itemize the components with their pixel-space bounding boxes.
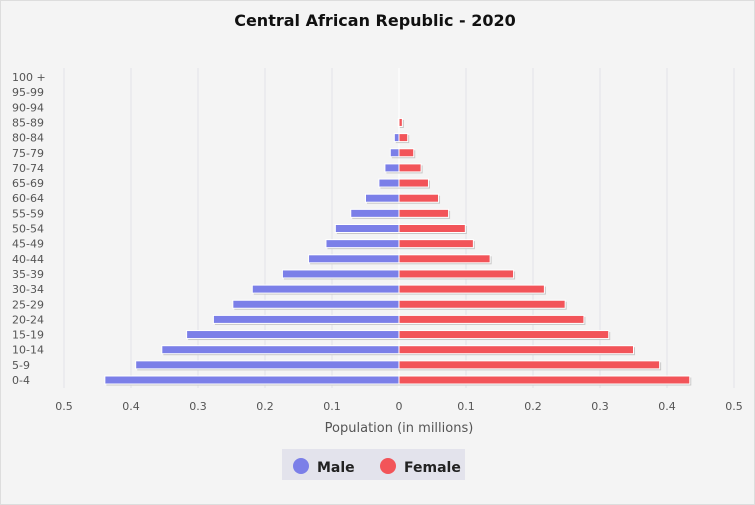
- female-bar-20-24: [398, 314, 585, 324]
- female-bar-50-54: [398, 224, 466, 233]
- y-tick-label: 5-9: [12, 359, 30, 372]
- y-tick-label: 70-74: [12, 162, 44, 175]
- female-bar-15-19: [398, 330, 610, 340]
- legend-marker-male: [293, 458, 309, 474]
- female-bar-30-34: [398, 284, 545, 294]
- legend-label-male: Male: [317, 460, 355, 476]
- y-tick-label: 20-24: [12, 313, 44, 326]
- y-tick-label: 35-39: [12, 268, 44, 281]
- y-tick-label: 80-84: [12, 132, 44, 145]
- male-bar-5-9: [135, 360, 400, 370]
- y-tick-label: 85-89: [12, 116, 44, 129]
- female-bar-35-39: [398, 269, 515, 279]
- female-bar-10-14: [398, 345, 634, 355]
- x-tick-label: 0: [396, 400, 403, 413]
- y-tick-label: 15-19: [12, 329, 44, 342]
- male-bar-80-84: [393, 133, 400, 143]
- female-bar-70-74: [398, 163, 422, 173]
- legend-marker-female: [380, 458, 396, 474]
- x-axis-label: Population (in millions): [325, 421, 474, 436]
- legend-label-female: Female: [404, 460, 461, 476]
- male-bar-45-49: [325, 239, 400, 249]
- y-tick-label: 30-34: [12, 283, 44, 296]
- female-bar-5-9: [398, 360, 661, 370]
- male-bar-10-14: [161, 345, 400, 355]
- male-bar-75-79: [389, 148, 400, 158]
- female-bar-45-49: [398, 239, 474, 249]
- male-bar-30-34: [251, 284, 400, 294]
- male-bar-70-74: [384, 163, 400, 173]
- male-bar-65-69: [378, 178, 400, 188]
- y-tick-label: 75-79: [12, 147, 44, 160]
- chart-title: Central African Republic - 2020: [234, 11, 516, 30]
- male-bar-35-39: [281, 269, 400, 279]
- x-tick-label: 0.1: [323, 400, 341, 413]
- female-bar-55-59: [398, 208, 450, 218]
- male-bar-50-54: [334, 224, 400, 233]
- y-tick-label: 0-4: [12, 374, 30, 387]
- female-bar-80-84: [398, 133, 409, 143]
- male-bar-25-29: [232, 299, 400, 309]
- female-bar-85-89: [398, 117, 403, 127]
- x-tick-label: 0.3: [189, 400, 207, 413]
- y-tick-label: 25-29: [12, 298, 44, 311]
- legend-item-male[interactable]: Male: [293, 458, 355, 476]
- x-tick-label: 0.5: [55, 400, 73, 413]
- y-tick-label: 65-69: [12, 177, 44, 190]
- y-tick-label: 40-44: [12, 253, 44, 266]
- y-tick-label: 100 +: [12, 71, 46, 84]
- y-tick-label: 45-49: [12, 238, 44, 251]
- y-tick-label: 95-99: [12, 86, 44, 99]
- female-bar-75-79: [398, 148, 415, 158]
- male-bar-55-59: [350, 208, 400, 218]
- x-tick-label: 0.3: [591, 400, 609, 413]
- legend-background: [282, 449, 465, 480]
- male-bar-40-44: [308, 254, 400, 264]
- female-bar-40-44: [398, 254, 491, 264]
- x-tick-label: 0.4: [658, 400, 676, 413]
- female-bar-65-69: [398, 178, 429, 188]
- male-bar-0-4: [104, 375, 400, 385]
- x-tick-label: 0.1: [457, 400, 475, 413]
- female-bar-0-4: [398, 375, 691, 385]
- y-tick-label: 90-94: [12, 101, 44, 114]
- male-bar-60-64: [365, 193, 400, 203]
- y-tick-label: 55-59: [12, 207, 44, 220]
- female-bar-25-29: [398, 299, 566, 309]
- legend-item-female[interactable]: Female: [380, 458, 461, 476]
- x-tick-label: 0.2: [524, 400, 542, 413]
- x-tick-label: 0.2: [256, 400, 274, 413]
- female-bar-60-64: [398, 193, 440, 203]
- y-tick-label: 50-54: [12, 223, 44, 236]
- male-bar-15-19: [186, 330, 400, 340]
- y-tick-label: 10-14: [12, 344, 44, 357]
- x-tick-label: 0.5: [725, 400, 743, 413]
- x-tick-label: 0.4: [122, 400, 140, 413]
- y-tick-label: 60-64: [12, 192, 44, 205]
- male-bar-20-24: [212, 314, 400, 324]
- legend: Male Female: [282, 449, 465, 480]
